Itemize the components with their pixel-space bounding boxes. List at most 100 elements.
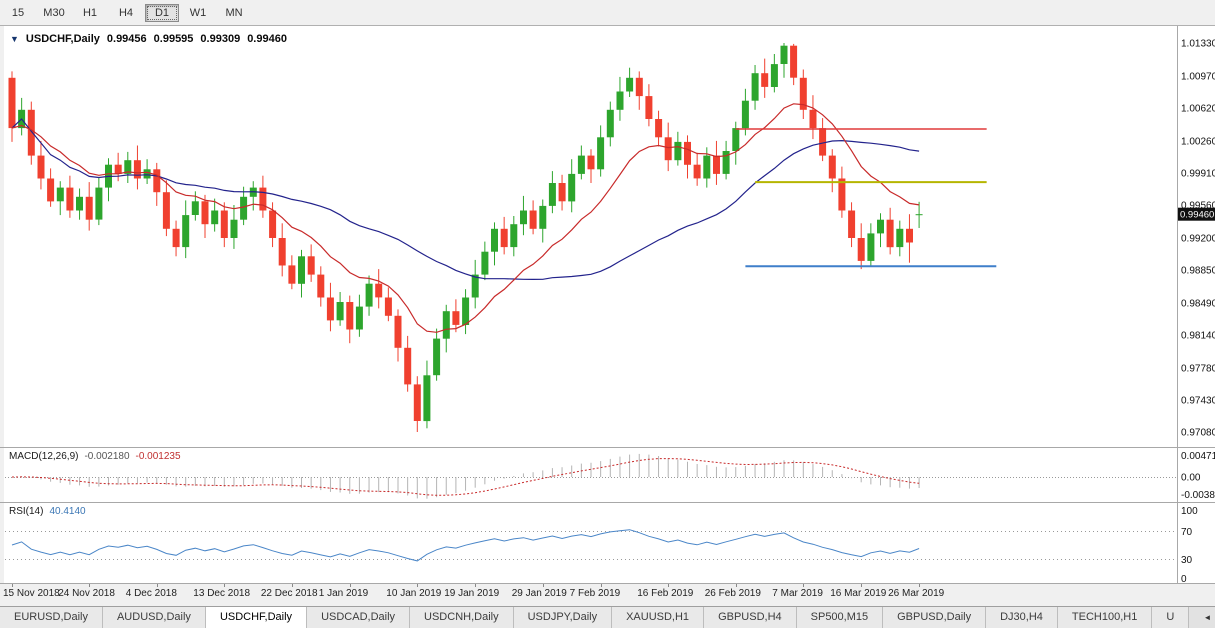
chart-tab[interactable]: GBPUSD,Daily (883, 607, 987, 628)
price-axis-label: 0.99560 (1181, 201, 1215, 212)
chart-tab[interactable]: GBPUSD,H4 (704, 607, 797, 628)
candle (577, 155, 585, 174)
chart-tab[interactable]: USDCAD,Daily (307, 607, 411, 628)
date-label: 16 Mar 2019 (830, 588, 887, 599)
panel-splitter (0, 583, 1215, 584)
candle (857, 238, 865, 261)
candle (114, 164, 122, 174)
chart-tabs-bar: EURUSD,Daily AUDUSD,Daily USDCHF,Daily USDC… (0, 606, 1215, 628)
macd-signal-line (11, 458, 920, 496)
candle (693, 164, 701, 179)
chart-tab[interactable]: TECH100,H1 (1057, 607, 1153, 628)
chart-tab[interactable]: USDJPY,Daily (513, 607, 613, 628)
candle (211, 210, 219, 225)
macd-background (4, 448, 1215, 502)
candle (162, 192, 170, 229)
timeframe-button-w1[interactable]: W1 (189, 6, 207, 19)
candle (47, 178, 55, 202)
candle (848, 210, 856, 238)
candle (751, 73, 759, 101)
rsi-panel[interactable]: 100 70 30 0 (0, 503, 1215, 583)
chart-tab[interactable]: U (1152, 607, 1190, 628)
time-tick (89, 584, 91, 587)
candle (336, 302, 344, 321)
price-axis-label: 1.00620 (1181, 103, 1215, 114)
chart-tab[interactable]: SP500,M15 (796, 607, 884, 628)
candle (307, 256, 315, 275)
panel-splitter[interactable] (0, 502, 1215, 503)
candle (664, 137, 672, 161)
macd-axis-label: -0.003893 (1181, 490, 1215, 501)
candle (365, 283, 373, 307)
candle (780, 45, 788, 64)
rsi-axis-label: 100 (1181, 506, 1198, 517)
candle (326, 297, 334, 321)
candle (597, 137, 605, 170)
timeframe-button-mn[interactable]: MN (225, 6, 243, 19)
candle (799, 77, 807, 110)
candle (278, 238, 286, 266)
time-tick (542, 584, 544, 587)
time-tick (156, 584, 158, 587)
candle (761, 73, 769, 87)
time-tick (861, 584, 863, 587)
candle (240, 196, 248, 220)
candle (568, 173, 576, 202)
candle (95, 187, 103, 220)
candle (317, 274, 325, 298)
candle (741, 100, 749, 129)
price-axis-label: 1.00260 (1181, 136, 1215, 147)
chart-tab[interactable]: XAUUSD,H1 (612, 607, 705, 628)
chart-tab[interactable]: EURUSD,Daily (0, 607, 103, 628)
timeframe-button-m30[interactable]: M30 (43, 6, 65, 19)
candle (462, 297, 470, 325)
panel-splitter[interactable] (0, 447, 1215, 448)
timeframe-button-h1[interactable]: H1 (82, 6, 98, 19)
price-axis-label: 1.00970 (1181, 71, 1215, 82)
chart-tab[interactable]: DJ30,H4 (986, 607, 1058, 628)
tabs-scroll-left-button[interactable]: ◄ (1200, 607, 1215, 628)
candle (288, 265, 296, 284)
rsi-background (4, 503, 1215, 583)
candle (558, 183, 566, 202)
candle (655, 119, 663, 138)
date-label: 29 Jan 2019 (511, 588, 567, 599)
time-tick (668, 584, 670, 587)
macd-panel[interactable]: 0.004718 0.00 -0.003893 (0, 448, 1215, 502)
time-tick (600, 584, 602, 587)
timeframe-button-d1[interactable]: D1 (145, 3, 179, 22)
candle (548, 183, 556, 206)
candle (85, 196, 93, 220)
chart-tab[interactable]: USDCNH,Daily (410, 607, 514, 628)
candle (770, 64, 778, 87)
candle (346, 302, 354, 330)
candle (153, 169, 161, 193)
time-tick (349, 584, 351, 587)
candle (915, 214, 923, 216)
candle (201, 201, 209, 225)
price-axis-label: 0.97780 (1181, 363, 1215, 374)
candle (906, 228, 913, 243)
time-tick (417, 584, 419, 587)
candle (587, 155, 595, 170)
candle (76, 196, 83, 211)
timeframe-button-15[interactable]: 15 (11, 6, 25, 19)
candle (809, 109, 817, 129)
chart-tab[interactable]: USDCHF,Daily (205, 607, 308, 628)
candle (143, 169, 151, 179)
candle (230, 219, 238, 238)
timeframe-button-h4[interactable]: H4 (118, 6, 134, 19)
price-axis-label: 0.98490 (1181, 298, 1215, 309)
date-label: 24 Nov 2018 (58, 588, 115, 599)
candle (732, 128, 740, 151)
rsi-line (11, 529, 920, 562)
candle (703, 155, 711, 179)
time-tick (291, 584, 293, 587)
chart-tab[interactable]: AUDUSD,Daily (102, 607, 206, 628)
time-axis: 15 Nov 2018 24 Nov 2018 4 Dec 2018 13 Dec 2… (0, 584, 1215, 603)
candle (713, 155, 720, 174)
candle (404, 347, 412, 385)
price-axis-label: 0.98850 (1181, 265, 1215, 276)
main-price-chart[interactable]: 1.01330 1.00970 1.00620 1.00260 0.99910 0.995… (0, 26, 1215, 447)
